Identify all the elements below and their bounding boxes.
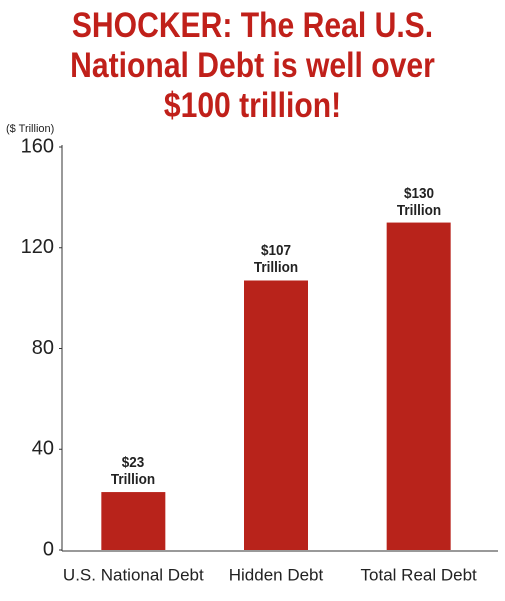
y-tick-label: 120: [21, 236, 54, 258]
bar: [386, 222, 451, 550]
value-label: $23 Trillion: [111, 454, 156, 489]
y-tick-label: 160: [21, 135, 54, 157]
y-axis-label: ($ Trillion): [6, 123, 54, 135]
y-tick-label: 0: [43, 538, 54, 560]
chart-title: SHOCKER: The Real U.S. National Debt is …: [70, 6, 435, 125]
x-tick-label: U.S. National Debt: [63, 565, 204, 584]
y-tick-label: 40: [32, 438, 54, 460]
x-tick-label: Hidden Debt: [229, 565, 324, 584]
value-label: $107 Trillion: [253, 242, 299, 277]
y-tick-label: 80: [32, 337, 54, 359]
bar: [101, 492, 166, 550]
value-label: $130 Trillion: [396, 184, 441, 219]
x-tick-label: Total Real Debt: [361, 565, 478, 584]
bar: [244, 280, 308, 550]
